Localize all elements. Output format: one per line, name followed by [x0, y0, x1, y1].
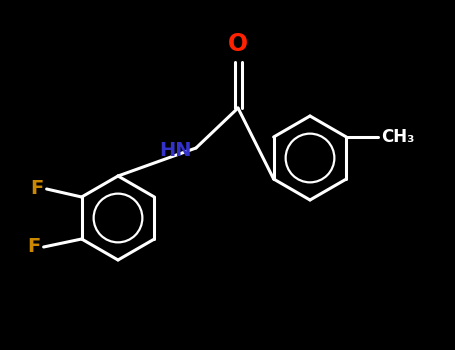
- Text: CH₃: CH₃: [381, 128, 415, 146]
- Text: F: F: [27, 238, 40, 257]
- Text: O: O: [228, 32, 248, 56]
- Text: F: F: [30, 180, 44, 198]
- Text: HN: HN: [160, 140, 192, 160]
